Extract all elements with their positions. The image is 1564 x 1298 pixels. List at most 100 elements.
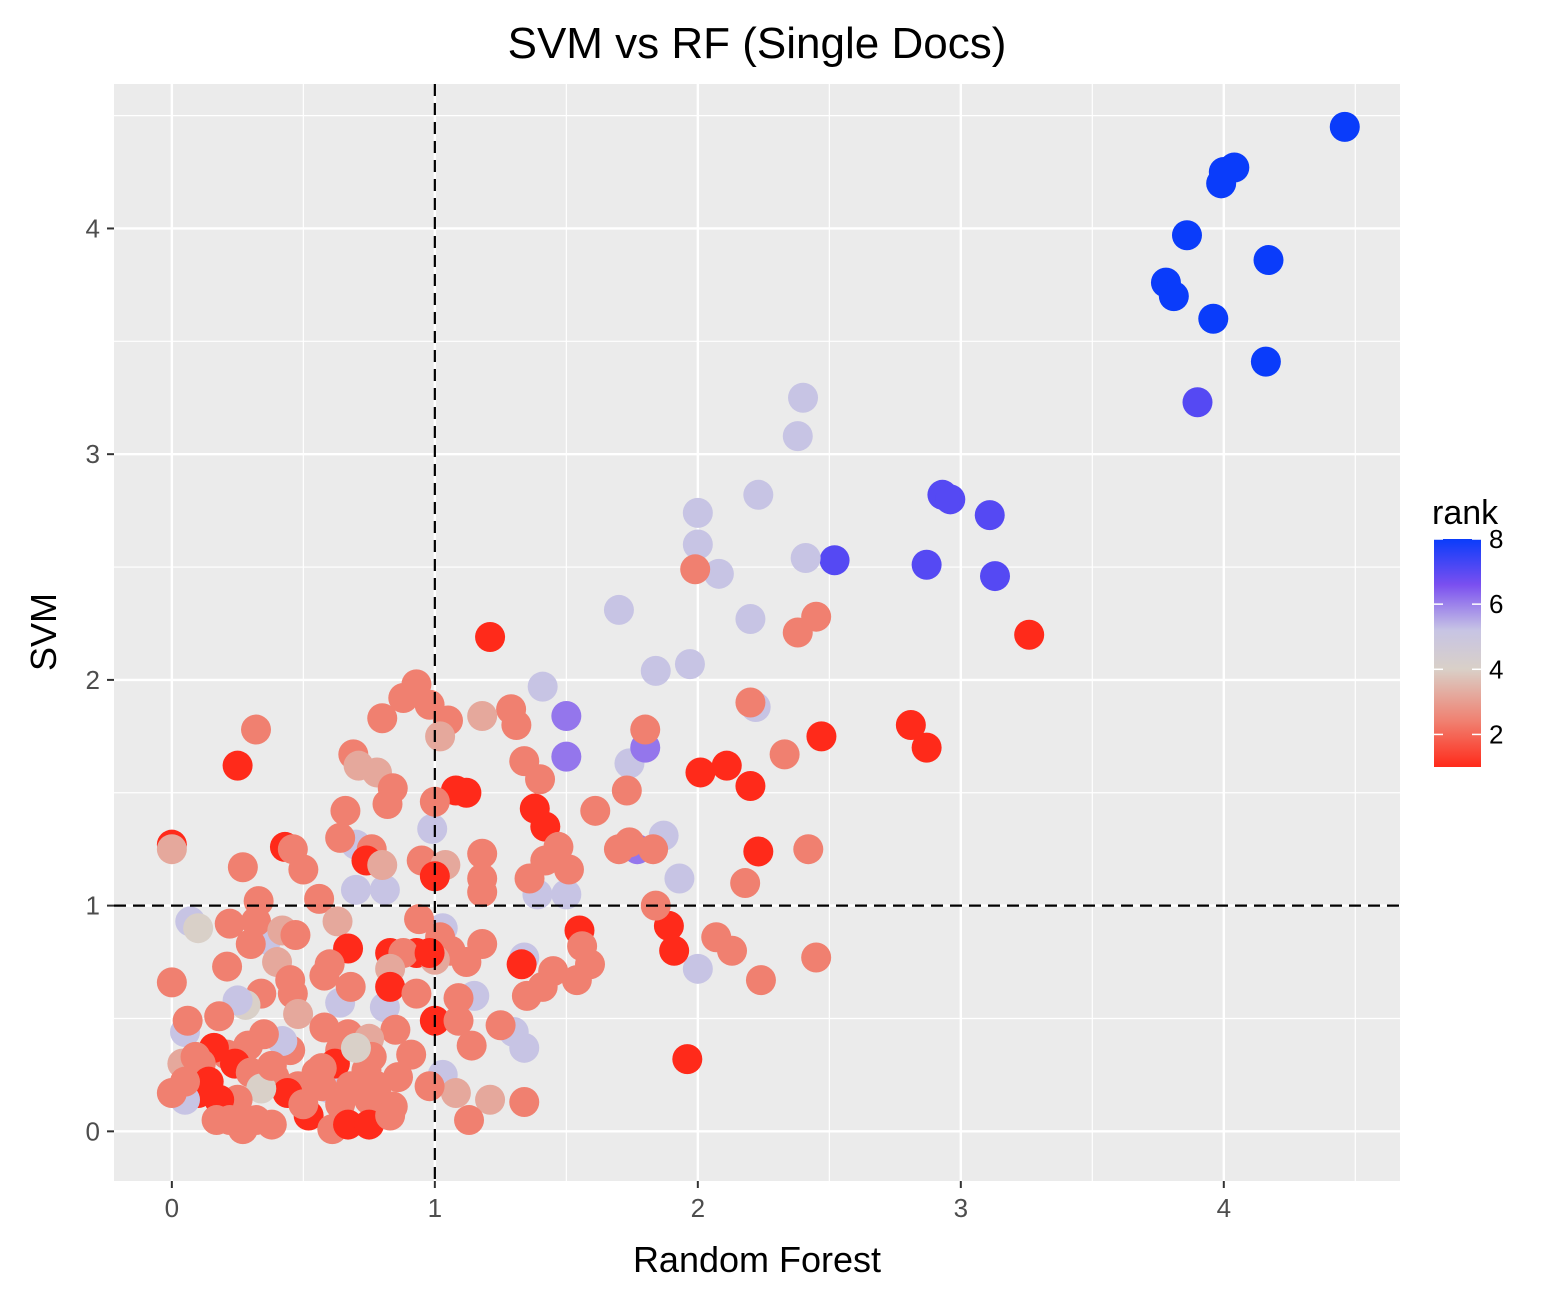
data-point: [375, 1100, 406, 1131]
y-axis-title: SVM: [23, 593, 64, 671]
data-point: [309, 1012, 340, 1043]
data-point: [467, 838, 498, 869]
data-point: [1253, 245, 1284, 276]
data-point: [340, 1032, 371, 1063]
data-point: [974, 500, 1005, 531]
data-point: [419, 786, 450, 817]
data-point: [674, 649, 705, 680]
data-point: [467, 701, 498, 732]
data-point: [525, 764, 556, 795]
data-point: [603, 594, 634, 625]
data-point: [241, 906, 272, 937]
data-point: [511, 980, 542, 1011]
data-point: [630, 714, 661, 745]
data-point: [214, 1105, 245, 1136]
data-point: [404, 904, 435, 935]
x-axis-title: Random Forest: [633, 1239, 881, 1280]
data-point: [330, 795, 361, 826]
data-point: [372, 789, 403, 820]
data-point: [801, 942, 832, 973]
data-points: [156, 111, 1360, 1145]
data-point: [256, 1050, 287, 1081]
data-point: [788, 382, 819, 413]
data-point: [1329, 111, 1360, 142]
x-axis-ticks: 0 1 2 3 4: [165, 1181, 1231, 1223]
data-point: [685, 757, 716, 788]
data-point: [769, 739, 800, 770]
data-point: [735, 603, 766, 634]
data-point: [672, 1044, 703, 1075]
legend-ticks: 2 4 6 8: [1434, 524, 1503, 749]
data-point: [682, 529, 713, 560]
data-point: [682, 497, 713, 528]
data-point: [527, 671, 558, 702]
minor-gridlines: [114, 84, 1400, 1181]
data-point: [551, 879, 582, 910]
data-point: [380, 1014, 411, 1045]
data-point: [1250, 346, 1281, 377]
data-point: [214, 908, 245, 939]
data-point: [640, 655, 671, 686]
data-point: [561, 965, 592, 996]
data-point: [172, 1005, 203, 1036]
data-point: [735, 770, 766, 801]
data-point: [553, 854, 584, 885]
data-point: [911, 549, 942, 580]
data-point: [454, 1105, 485, 1136]
legend-tick-label: 8: [1489, 524, 1503, 554]
data-point: [819, 545, 850, 576]
data-point: [417, 813, 448, 844]
data-point: [730, 868, 761, 899]
data-point: [354, 1084, 385, 1115]
legend-tick-label: 4: [1489, 654, 1503, 684]
data-point: [283, 998, 314, 1029]
legend-title: rank: [1432, 494, 1499, 532]
data-point: [664, 863, 695, 894]
data-point: [580, 795, 611, 826]
legend-tick-label: 6: [1489, 589, 1503, 619]
data-point: [551, 701, 582, 732]
data-point: [335, 971, 366, 1002]
data-point: [1182, 387, 1213, 418]
data-point: [911, 732, 942, 763]
data-point: [246, 1073, 277, 1104]
data-point: [895, 710, 926, 741]
data-point: [241, 714, 272, 745]
data-point: [351, 1055, 382, 1086]
reference-lines: [114, 84, 1400, 1181]
data-point: [806, 721, 837, 752]
y-tick-label: 0: [86, 1116, 100, 1146]
legend-tick-label: 2: [1489, 719, 1503, 749]
data-point: [309, 960, 340, 991]
data-point: [241, 1105, 272, 1136]
data-point: [980, 561, 1011, 592]
x-tick-label: 0: [165, 1193, 179, 1223]
data-point: [340, 874, 371, 905]
data-point: [1171, 220, 1202, 251]
x-tick-label: 4: [1217, 1193, 1231, 1223]
data-point: [456, 1030, 487, 1061]
data-point: [156, 834, 187, 865]
y-tick-label: 1: [86, 891, 100, 921]
data-point: [485, 1010, 516, 1041]
data-point: [509, 1086, 540, 1117]
data-point: [288, 1089, 319, 1120]
data-point: [440, 1077, 471, 1108]
data-point: [475, 622, 506, 653]
data-point: [322, 906, 353, 937]
data-point: [306, 1053, 337, 1084]
data-point: [396, 1039, 427, 1070]
x-tick-label: 2: [691, 1193, 705, 1223]
data-point: [659, 935, 690, 966]
legend: rank 2 4 6 8: [1432, 494, 1503, 767]
data-point: [743, 836, 774, 867]
data-point: [680, 554, 711, 585]
data-point: [501, 710, 532, 741]
data-point: [367, 703, 398, 734]
data-point: [1158, 281, 1189, 312]
data-point: [383, 1062, 414, 1093]
data-point: [156, 967, 187, 998]
data-point: [425, 721, 456, 752]
